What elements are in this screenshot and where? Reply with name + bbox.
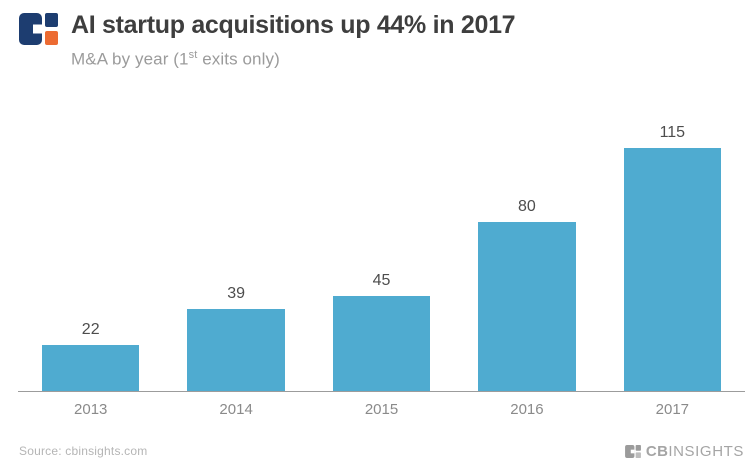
bar-group-2013: 22 xyxy=(18,321,163,391)
bar-value-label-2017: 115 xyxy=(659,124,686,141)
bar-group-2014: 39 xyxy=(163,285,308,391)
cbinsights-logo-icon xyxy=(19,13,58,50)
x-tick-2016: 2016 xyxy=(510,401,544,418)
x-tick-2017: 2017 xyxy=(655,401,690,418)
footer-brand-cb: CB xyxy=(645,443,669,460)
source-text: Source: cbinsights.com xyxy=(19,444,148,458)
bar-group-2016: 80 xyxy=(454,198,599,391)
chart-subtitle: M&A by year (1st exits only) xyxy=(71,49,515,70)
x-tick-2015: 2015 xyxy=(364,401,399,418)
bar-2017 xyxy=(623,148,722,391)
bar-2014 xyxy=(187,309,285,391)
bar-value-label-2015: 45 xyxy=(372,272,391,289)
title-block: AI startup acquisitions up 44% in 2017 M… xyxy=(71,11,516,70)
bar-value-label-2013: 22 xyxy=(81,321,100,338)
plot-area: 22 39 45 80 115 xyxy=(18,92,745,392)
footer-brand: CB INSIGHTS xyxy=(624,443,744,460)
x-tick-2014: 2014 xyxy=(219,401,253,418)
bar-2013 xyxy=(41,345,140,391)
bar-group-2015: 45 xyxy=(309,272,454,391)
bar-2016 xyxy=(478,222,576,391)
x-axis-labels: 2013 2014 2015 2016 2017 xyxy=(18,401,745,418)
cbinsights-footer-logo-icon xyxy=(624,445,641,458)
subtitle-suffix: exits only) xyxy=(197,49,280,69)
footer-brand-insights: INSIGHTS xyxy=(668,443,744,460)
bar-group-2017: 115 xyxy=(600,124,745,391)
bar-value-label-2014: 39 xyxy=(227,285,245,302)
bar-value-label-2016: 80 xyxy=(518,198,536,215)
header: AI startup acquisitions up 44% in 2017 M… xyxy=(19,11,516,70)
bar-2015 xyxy=(332,296,431,391)
chart-title: AI startup acquisitions up 44% in 2017 xyxy=(71,11,516,39)
subtitle-superscript: st xyxy=(188,48,198,61)
subtitle-prefix: M&A by year (1 xyxy=(71,49,189,69)
x-tick-2013: 2013 xyxy=(74,401,108,418)
